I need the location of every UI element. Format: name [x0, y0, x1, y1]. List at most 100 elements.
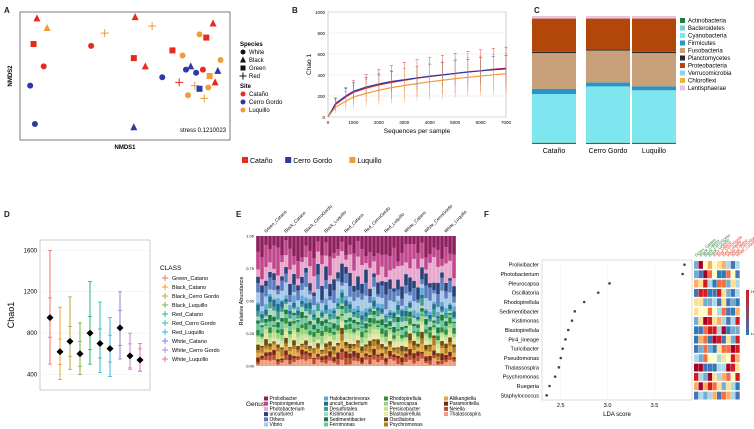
heat-cell [698, 289, 703, 297]
phylum-bar-segment [532, 53, 576, 89]
chao1-mean-marker [96, 339, 104, 347]
heat-cell [703, 261, 708, 269]
genus-bar-segment [264, 322, 268, 325]
genus-bar-segment [404, 331, 408, 338]
genus-bar-segment [376, 307, 380, 311]
phylum-legend-label: Fusobacteria [688, 49, 723, 55]
genus-bar-segment [288, 348, 292, 352]
genus-bar-segment [348, 339, 352, 344]
genus-bar-segment [280, 329, 284, 336]
genus-bar-segment [376, 236, 380, 254]
site-legend-label: Luquillo [249, 108, 270, 114]
genus-bar-segment [300, 354, 304, 360]
genus-bar-segment [356, 342, 360, 348]
genus-bar-segment [404, 341, 408, 347]
phylum-legend-swatch [680, 78, 685, 83]
genus-bar-segment [408, 343, 412, 350]
genus-bar-segment [412, 363, 416, 366]
genus-bar-segment [280, 349, 284, 357]
genus-bar-segment [368, 252, 372, 268]
chao1-mean-marker [76, 350, 84, 358]
nmds-point [40, 63, 47, 70]
genus-bar-segment [436, 236, 440, 250]
genus-bar-segment [288, 337, 292, 343]
genus-bar-segment [328, 283, 332, 297]
genus-bar-segment [372, 277, 376, 287]
genus-bar-segment [364, 295, 368, 309]
heat-cell [721, 345, 726, 353]
genus-bar-segment [432, 309, 436, 318]
genus-bar-segment [408, 277, 412, 292]
genus-bar-segment [312, 236, 316, 259]
genus-bar-segment [352, 314, 356, 317]
genus-bar-segment [340, 303, 344, 306]
genus-bar-segment [412, 287, 416, 302]
genus-bar-segment [352, 316, 356, 320]
genus-bar-segment [392, 342, 396, 348]
genus-bar-segment [432, 338, 436, 346]
genus-bar-segment [424, 351, 428, 357]
heat-cell [730, 335, 736, 344]
genus-bar-segment [256, 341, 260, 345]
genus-bar-segment [360, 236, 364, 250]
genus-bar-segment [388, 236, 392, 256]
genus-bar-segment [452, 317, 456, 319]
genus-bar-segment [364, 346, 368, 352]
nmds-plot-frame [19, 11, 231, 141]
genus-bar-segment [428, 314, 432, 319]
heat-cell [698, 261, 703, 269]
genus-bar-segment [332, 318, 336, 324]
genus-bar-segment [256, 292, 260, 303]
genus-bar-segment [372, 286, 376, 298]
genus-bar-segment [324, 310, 328, 314]
genus-bar-segment [368, 236, 372, 253]
genus-bar-segment [312, 258, 316, 277]
genus-bar-segment [444, 236, 448, 248]
genus-bar-segment [452, 278, 456, 287]
genus-bar-segment [400, 305, 404, 309]
genus-bar-segment [292, 329, 296, 334]
heat-cell [707, 391, 713, 400]
genus-bar-segment [344, 348, 348, 352]
genus-bar-segment [392, 354, 396, 358]
phylum-bar-segment [532, 142, 576, 144]
genus-bar-segment [364, 308, 368, 313]
genus-bar-segment [256, 311, 260, 317]
panel-label-c: C [534, 6, 540, 15]
genus-bar-segment [324, 339, 328, 344]
panel-label-d: D [4, 210, 10, 219]
genus-bar-segment [440, 301, 444, 307]
genus-bar-segment [280, 362, 284, 366]
genus-bar-segment [380, 359, 384, 366]
genus-bar-segment [400, 326, 404, 330]
genus-bar-segment [380, 356, 384, 360]
genus-bar-segment [428, 364, 432, 366]
genus-bar-segment [348, 358, 352, 365]
genus-bar-segment [316, 356, 320, 360]
genus-bar-segment [316, 241, 320, 252]
heat-cell [721, 270, 726, 279]
genus-bar-segment [364, 282, 368, 296]
genus-bar-segment [328, 323, 332, 328]
genus-bar-segment [416, 361, 420, 366]
genus-bar-segment [380, 314, 384, 320]
phylum-legend-swatch [680, 85, 685, 91]
genus-bar-segment [452, 236, 456, 255]
genus-bar-segment [340, 322, 344, 328]
genus-bar-segment [336, 346, 340, 353]
phylum-legend-label: Actinobacteria [688, 19, 727, 25]
genus-bar-segment [356, 312, 360, 319]
genus-bar-segment [344, 319, 348, 323]
genus-bar-segment [296, 349, 300, 353]
genus-bar-segment [316, 251, 320, 265]
genus-bar-segment [296, 332, 300, 337]
genus-bar-segment [308, 348, 312, 352]
chao1-legend-label: Black_Luquillo [172, 303, 207, 309]
genus-bar-segment [344, 351, 348, 358]
genus-bar-segment [344, 322, 348, 325]
nmds-point [130, 55, 137, 62]
nmds-point [185, 92, 191, 99]
genus-bar-segment [400, 286, 404, 299]
genus-bar-segment [344, 345, 348, 349]
